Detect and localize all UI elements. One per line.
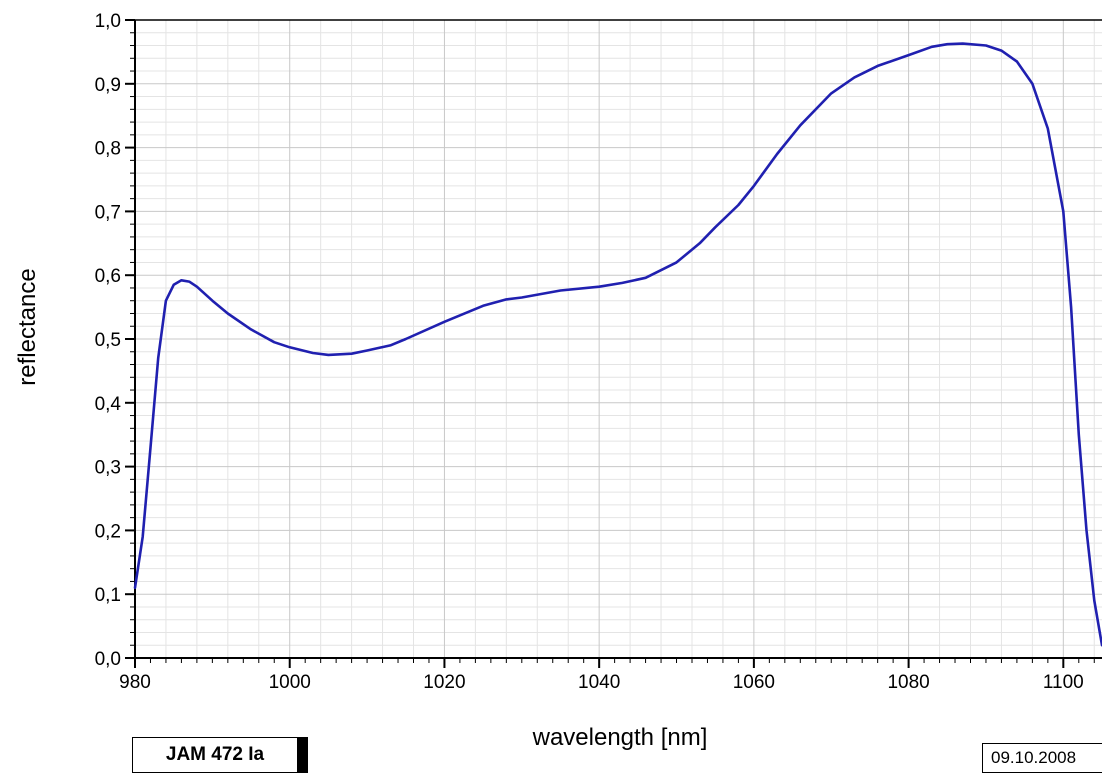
series-layer bbox=[133, 42, 1102, 647]
x-tick-label: 1000 bbox=[269, 672, 311, 693]
x-tick-label: 1080 bbox=[887, 672, 929, 693]
x-axis-tick-labels: 980 1000 1020 1040 1060 1080 1100 bbox=[119, 672, 1084, 693]
y-tick-label: 0,2 bbox=[95, 521, 121, 542]
y-tick-label: 0,6 bbox=[95, 266, 121, 287]
date-stamp-box: 09.10.2008 bbox=[982, 743, 1102, 773]
plot-frame bbox=[134, 19, 1102, 666]
x-axis-title: wavelength [nm] bbox=[532, 724, 708, 751]
x-tick-label: 1100 bbox=[1043, 672, 1084, 693]
major-grid bbox=[134, 19, 1102, 659]
date-stamp: 09.10.2008 bbox=[991, 748, 1077, 767]
y-tick-label: 0,5 bbox=[95, 330, 121, 351]
x-tick-label: 1020 bbox=[423, 672, 465, 693]
y-tick-label: 0,8 bbox=[95, 139, 121, 160]
sample-label: JAM 472 Ia bbox=[165, 744, 265, 765]
y-tick-label: 0,1 bbox=[95, 585, 121, 606]
y-tick-label: 1,0 bbox=[95, 11, 121, 32]
y-axis-title: reflectance bbox=[14, 268, 41, 385]
x-tick-label: 1040 bbox=[578, 672, 620, 693]
x-tick-label: 980 bbox=[119, 672, 151, 693]
y-axis-tick-labels: 0,0 0,1 0,2 0,3 0,4 0,5 0,6 0,7 0,8 0,9 1,0 bbox=[95, 11, 122, 670]
axis-ticks bbox=[125, 19, 1095, 668]
sample-label-box: JAM 472 Ia bbox=[132, 737, 298, 773]
y-tick-label: 0,4 bbox=[95, 394, 122, 415]
x-tick-label: 1060 bbox=[733, 672, 775, 693]
y-tick-label: 0,9 bbox=[95, 75, 121, 96]
y-tick-label: 0,0 bbox=[95, 649, 121, 670]
reflectance-series-line bbox=[133, 42, 1102, 647]
y-tick-label: 0,3 bbox=[95, 458, 121, 479]
y-tick-label: 0,7 bbox=[95, 202, 121, 223]
